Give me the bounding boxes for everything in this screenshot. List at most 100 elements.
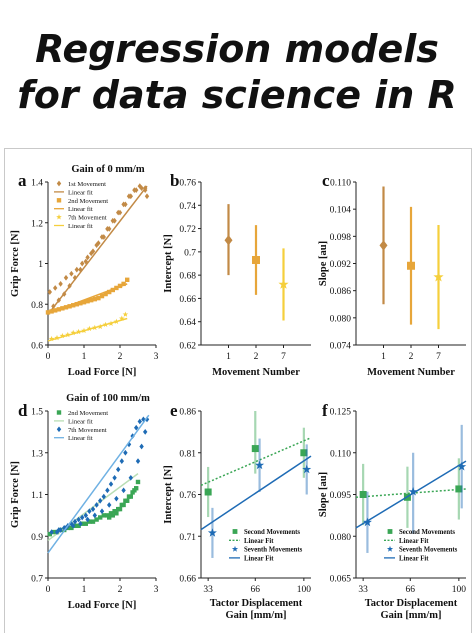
legend-marker [56,214,62,220]
y-tick-label: 0.7 [31,575,43,585]
y-tick-label: 0.72 [179,225,196,235]
data-point [96,295,101,301]
data-point [101,493,106,500]
legend-marker [232,529,238,534]
y-axis-label: Slope [au] [318,472,329,517]
legend-entry: 2nd Movement [68,198,108,205]
data-point [45,310,51,315]
x-tick-label: 0 [46,352,51,362]
x-axis-label: Movement Number [367,367,455,378]
y-tick-label: 0.71 [179,533,196,543]
y-tick-label: 0.64 [179,318,196,328]
data-point [86,325,93,332]
fit-line [47,317,128,342]
data-point [85,516,90,523]
y-tick-label: 0.66 [179,295,196,305]
data-point [224,235,233,246]
data-point [99,293,105,299]
data-point [121,502,126,508]
data-point [58,527,63,533]
y-axis-label: Grip Force [N] [10,230,21,297]
legend-marker [387,529,393,534]
legend-entry: Linear fit [68,206,93,213]
data-point [83,512,88,519]
data-point [94,517,99,522]
data-point [80,514,85,521]
x-axis-label: Load Force [N] [68,367,137,378]
legend-entry: Linear Fit [244,538,274,545]
data-point [89,250,94,257]
data-point [128,474,133,481]
data-point [58,281,63,287]
data-point [119,315,125,321]
legend-entry: Linear fit [68,223,93,230]
data-point [90,248,96,255]
x-tick-label: 1 [82,585,87,595]
legend-marker [56,180,62,187]
y-tick-label: 0.76 [179,179,196,189]
y-tick-label: 0.62 [179,342,196,352]
data-point [81,300,87,305]
data-point [69,525,74,531]
data-point [121,281,126,287]
data-point [255,460,265,470]
y-tick-label: 0.074 [330,342,352,352]
data-point [123,449,128,456]
data-point [128,494,133,499]
data-point [101,513,106,518]
legend-entry: Linear fit [68,435,93,442]
panel-letter-e: e [170,401,178,420]
legend-entry: Linear Fit [399,538,429,545]
x-tick-label: 0 [46,585,51,595]
panel-letter-b: b [170,171,179,190]
data-point [87,508,92,515]
x-axis-label-line1: Tactor Displacement [365,598,458,609]
x-tick-label: 100 [297,585,312,595]
y-tick-label: 0.81 [179,449,196,459]
data-point [143,429,148,435]
data-point [112,474,117,481]
x-tick-label: 2 [254,352,259,362]
y-tick-label: 1.1 [31,491,43,501]
data-point [108,481,114,487]
data-point [362,517,372,527]
data-point [83,521,88,526]
legend-marker [56,426,62,433]
data-point [94,502,99,508]
legend-entry: Second Movements [399,529,455,536]
y-tick-label: 1.4 [31,179,43,189]
data-point [49,529,54,535]
x-axis-label-line2: Gain [mm/m] [226,610,287,621]
x-tick-label: 33 [203,585,213,595]
x-tick-label: 3 [154,585,159,595]
x-tick-label: 2 [118,585,123,595]
fit-line [47,283,128,315]
y-tick-label: 0.8 [31,301,43,311]
data-point [379,240,388,251]
data-point [85,298,90,304]
data-point [99,508,105,515]
data-point [90,506,96,512]
x-tick-label: 66 [251,585,261,595]
data-point [135,458,141,464]
legend-entry: Linear Fit [244,555,274,562]
chart-title: Gain of 100 mm/m [66,393,150,404]
y-tick-label: 0.110 [330,179,351,189]
fit-line [200,455,312,531]
data-point [74,302,79,307]
data-point [251,445,259,453]
data-point [139,443,144,450]
data-point [70,329,76,336]
data-point [76,523,81,529]
legend-marker [56,410,62,415]
legend-entry: Linear fit [68,189,93,196]
data-point [135,479,141,485]
data-point [119,458,124,464]
data-point [65,331,71,338]
legend-entry: Seventh Movements [244,547,303,554]
data-point [98,497,103,504]
legend-entry: Seventh Movements [399,547,458,554]
fit-line [47,185,148,315]
